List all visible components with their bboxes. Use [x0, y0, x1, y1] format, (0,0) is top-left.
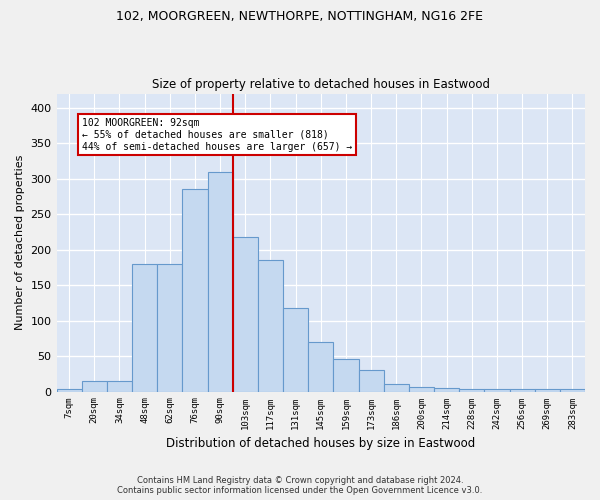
Bar — [560, 388, 585, 392]
Bar — [182, 190, 208, 392]
Bar — [82, 381, 107, 392]
Bar — [334, 359, 359, 392]
Title: Size of property relative to detached houses in Eastwood: Size of property relative to detached ho… — [152, 78, 490, 91]
Bar — [107, 381, 132, 392]
Bar — [233, 237, 258, 392]
Bar — [157, 264, 182, 392]
Bar — [56, 390, 82, 392]
Y-axis label: Number of detached properties: Number of detached properties — [15, 155, 25, 330]
Text: 102 MOORGREEN: 92sqm
← 55% of detached houses are smaller (818)
44% of semi-deta: 102 MOORGREEN: 92sqm ← 55% of detached h… — [82, 118, 352, 152]
Bar — [359, 370, 383, 392]
Bar — [132, 264, 157, 392]
X-axis label: Distribution of detached houses by size in Eastwood: Distribution of detached houses by size … — [166, 437, 475, 450]
Bar — [383, 384, 409, 392]
Bar — [509, 388, 535, 392]
Bar — [283, 308, 308, 392]
Bar — [459, 388, 484, 392]
Bar — [308, 342, 334, 392]
Bar — [535, 388, 560, 392]
Text: Contains HM Land Registry data © Crown copyright and database right 2024.
Contai: Contains HM Land Registry data © Crown c… — [118, 476, 482, 495]
Bar — [434, 388, 459, 392]
Bar — [484, 388, 509, 392]
Bar — [409, 388, 434, 392]
Bar — [208, 172, 233, 392]
Bar — [258, 260, 283, 392]
Text: 102, MOORGREEN, NEWTHORPE, NOTTINGHAM, NG16 2FE: 102, MOORGREEN, NEWTHORPE, NOTTINGHAM, N… — [116, 10, 484, 23]
